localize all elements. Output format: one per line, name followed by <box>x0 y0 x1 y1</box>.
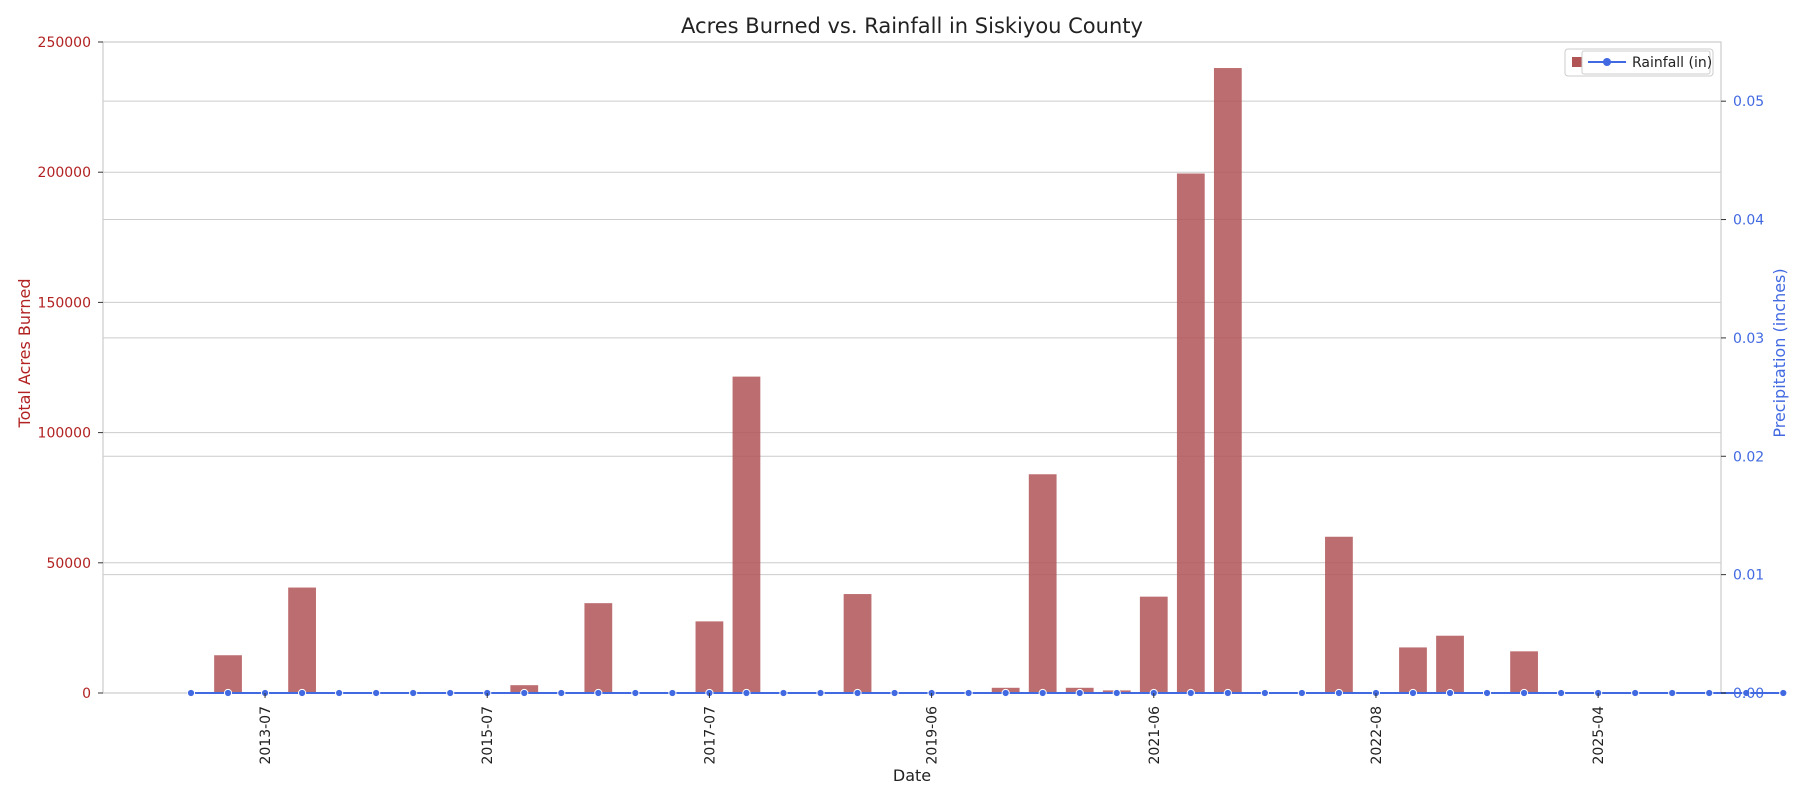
right-y-tick-label: 0.02 <box>1733 449 1764 465</box>
rainfall-point <box>631 688 640 698</box>
rainfall-point <box>1445 688 1455 698</box>
x-axis-label: Date <box>893 766 931 785</box>
x-tick-label: 2019-06 <box>925 706 941 765</box>
x-tick-label: 2022-08 <box>1369 706 1385 765</box>
bar-acres-burned <box>695 621 724 693</box>
rainfall-point <box>1668 688 1677 698</box>
rainfall-point <box>1482 688 1492 698</box>
rainfall-point <box>409 688 418 698</box>
rainfall-point <box>1631 688 1640 698</box>
rainfall-point <box>1112 688 1121 698</box>
left-y-tick-label: 0 <box>82 686 91 702</box>
rainfall-point <box>853 688 862 698</box>
rainfall-point <box>186 688 196 698</box>
rainfall-point <box>1038 688 1047 698</box>
bar-acres-burned <box>1325 536 1353 693</box>
bar-acres-burned <box>1399 647 1427 693</box>
rainfall-point <box>816 688 825 698</box>
left-y-tick-label: 100000 <box>38 426 91 442</box>
right-y-tick-label: 0.01 <box>1733 568 1764 584</box>
rainfall-point <box>668 688 677 698</box>
rainfall-point <box>372 688 381 698</box>
rainfall-point <box>520 688 529 698</box>
x-tick-label: 2025-04 <box>1591 706 1607 765</box>
rainfall-point <box>1297 688 1307 698</box>
rainfall-point <box>223 688 233 698</box>
plot-frame <box>102 41 1722 694</box>
rainfall-point <box>1223 688 1232 698</box>
legend: Rainfall (in) <box>1564 48 1714 77</box>
rainfall-point <box>742 688 751 698</box>
rainfall-point <box>1779 688 1788 698</box>
rainfall-point <box>890 688 899 698</box>
bar-acres-burned <box>584 603 613 693</box>
x-tick-label: 2015-07 <box>480 706 496 765</box>
rainfall-point <box>1408 688 1418 698</box>
legend-bar-swatch <box>1572 57 1582 67</box>
bar-acres-burned <box>1510 651 1538 693</box>
bar-acres-burned <box>1028 474 1057 693</box>
legend-line-marker <box>1603 58 1611 66</box>
axis-layer: 0 50000 100000 150000 200000 250000 0.00 0.01 0.… <box>38 35 1765 765</box>
bar-acres-burned <box>1213 68 1242 694</box>
legend-line-box <box>1581 50 1711 75</box>
rainfall-point <box>557 688 566 698</box>
bar-acres-burned <box>1436 635 1464 693</box>
rainfall-point <box>446 688 455 698</box>
bar-acres-burned <box>843 594 872 693</box>
x-tick-label: 2013-07 <box>258 706 274 765</box>
left-y-axis-label: Total Acres Burned <box>15 279 34 429</box>
grid-layer <box>102 41 1722 694</box>
right-y-tick-label: 0.03 <box>1733 331 1764 347</box>
legend-rainfall-label: Rainfall (in) <box>1632 55 1712 71</box>
rainfall-point <box>297 688 307 698</box>
rainfall-point <box>1557 688 1566 698</box>
bar-acres-burned <box>214 655 242 693</box>
line-layer <box>186 688 1788 698</box>
left-y-tick-label: 50000 <box>46 556 91 572</box>
right-y-tick-label: 0.04 <box>1733 213 1764 229</box>
rainfall-point <box>1519 688 1529 698</box>
rainfall-point <box>1260 688 1269 698</box>
left-y-tick-label: 250000 <box>38 35 91 51</box>
bar-acres-burned <box>732 376 761 693</box>
bar-layer <box>214 68 1538 694</box>
right-y-tick-label: 0.05 <box>1733 94 1764 110</box>
bar-acres-burned <box>1139 596 1168 693</box>
rainfall-point <box>1705 688 1714 698</box>
left-y-tick-label: 150000 <box>38 295 91 311</box>
rainfall-point <box>964 688 973 698</box>
rainfall-point <box>1001 688 1010 698</box>
rainfall-point <box>779 688 788 698</box>
rainfall-point <box>1075 688 1084 698</box>
right-y-axis-label: Precipitation (inches) <box>1770 268 1789 437</box>
chart-title: Acres Burned vs. Rainfall in Siskiyou Co… <box>681 14 1143 38</box>
rainfall-point <box>1186 688 1195 698</box>
rainfall-point <box>1742 688 1751 698</box>
rainfall-point <box>335 688 344 698</box>
x-tick-label: 2021-06 <box>1147 706 1163 765</box>
right-y-tick-label: 0.00 <box>1733 686 1764 702</box>
bar-acres-burned <box>288 587 316 693</box>
rainfall-point <box>1334 688 1344 698</box>
x-tick-label: 2017-07 <box>702 706 718 765</box>
left-y-tick-label: 200000 <box>38 165 91 181</box>
rainfall-point <box>594 688 603 698</box>
bar-acres-burned <box>1176 173 1205 693</box>
